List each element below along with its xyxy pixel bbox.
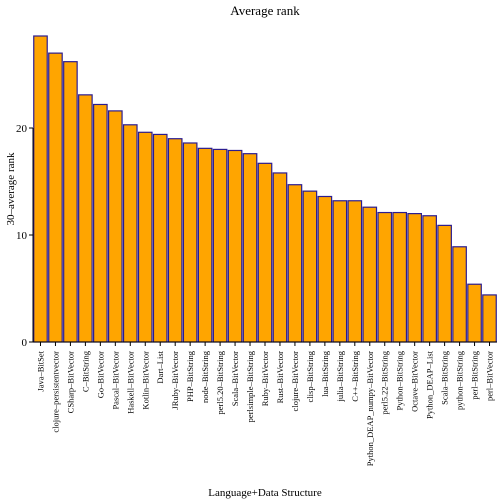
bar [347, 200, 363, 343]
bar [227, 149, 243, 343]
bar [137, 131, 153, 343]
y-axis-label: 30–average rank [5, 152, 17, 225]
x-tick-label: node–BitString [200, 350, 210, 403]
bars [33, 35, 497, 343]
x-tick-label: perl5.22–BitString [380, 350, 390, 414]
bar [63, 61, 78, 343]
bar [197, 147, 213, 343]
bar [317, 195, 333, 343]
x-tick-label: Python_DEAP_numpy–BitVector [365, 351, 375, 466]
x-tick-label: Python–BitString [395, 350, 405, 410]
bar [167, 138, 183, 343]
x-tick-label: lua–BitString [320, 350, 330, 397]
bar [33, 35, 48, 343]
bar [482, 294, 497, 343]
x-tick-label: clisp–BitString [305, 350, 315, 402]
bar [152, 133, 168, 343]
bar [452, 246, 467, 343]
bar [182, 142, 198, 343]
bar [302, 190, 318, 343]
bar [392, 211, 408, 343]
x-tick-label: Octave–BitVector [410, 351, 420, 412]
x-tick-label: PHP–BitString [185, 350, 195, 402]
y-axis: 0 10 20 [16, 123, 497, 349]
x-tick-label: Ruby–BitVector [260, 351, 270, 406]
bar [107, 110, 123, 343]
x-tick-label: Python_DEAP–List [425, 350, 435, 419]
x-tick-label: python–BitString [455, 350, 465, 410]
x-tick-label: Java–BitSet [35, 350, 45, 391]
x-tick-label: C–BitString [80, 350, 90, 392]
x-axis-ticks: Java–BitSet clojure–persistentvector CShar… [35, 342, 495, 466]
bar [467, 283, 482, 343]
x-tick-label: Go–BitVector [95, 351, 105, 398]
bar [257, 162, 273, 343]
bar [242, 153, 258, 343]
bar [332, 200, 348, 343]
bar [122, 124, 138, 343]
bar [407, 213, 423, 343]
x-tick-label: julia–BitString [335, 350, 345, 402]
x-tick-label: clojure–persistentvector [50, 351, 60, 433]
x-tick-label: JRuby–BitVector [170, 351, 180, 410]
bar [272, 172, 288, 343]
bar [287, 184, 303, 343]
bar [93, 103, 108, 343]
x-tick-label: Scala–BitString [440, 350, 450, 405]
x-tick-label: C++–BitString [350, 350, 360, 401]
y-tick-label: 10 [16, 230, 28, 242]
bar [422, 215, 437, 343]
bar [212, 148, 228, 343]
x-tick-label: Rust–BitVector [275, 351, 285, 404]
bar [437, 224, 452, 343]
chart-title: Average rank [230, 3, 300, 18]
bar [78, 94, 93, 343]
y-tick-label: 0 [22, 337, 28, 349]
x-axis-label: Language+Data Structure [208, 487, 322, 499]
x-tick-label: Haskell–BitVector [125, 351, 135, 414]
y-tick-label: 20 [16, 123, 28, 135]
x-tick-label: Kotlin–BitVector [140, 351, 150, 410]
x-tick-label: perl–BitString [470, 350, 480, 399]
bar [377, 211, 393, 343]
x-tick-label: perl5.20–BitString [215, 350, 225, 414]
x-tick-label: Dart–List [155, 350, 165, 383]
x-tick-label: Scala–BitVector [230, 351, 240, 406]
x-tick-label: CSharp–BitVector [65, 351, 75, 413]
x-tick-label: clojure–BitVector [290, 351, 300, 412]
x-tick-label: perl–BitVector [485, 351, 495, 401]
x-tick-label: perlsimple–BitString [245, 350, 255, 422]
x-tick-label: Pascal–BitVector [110, 351, 120, 410]
bar [48, 52, 63, 343]
bar [362, 206, 378, 343]
